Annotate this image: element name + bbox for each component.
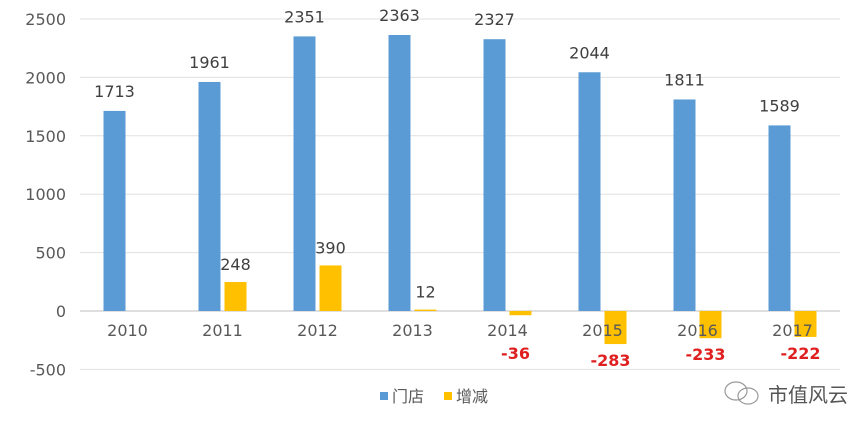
y-tick-label: 500 xyxy=(35,244,66,263)
bar-change xyxy=(604,311,627,345)
data-label-stores: 2363 xyxy=(379,6,420,25)
bar-stores xyxy=(768,125,791,311)
bar-stores xyxy=(483,39,506,312)
data-label-stores: 1713 xyxy=(94,82,135,101)
bar-stores xyxy=(198,81,221,311)
y-tick-label: 2500 xyxy=(25,10,66,29)
bar-stores xyxy=(578,72,601,311)
data-label-stores: 2327 xyxy=(474,10,515,29)
data-label-stores: 1589 xyxy=(759,96,800,115)
x-tick-label: 2012 xyxy=(297,321,338,340)
data-label-stores: 1961 xyxy=(189,53,230,72)
wechat-bubble-icon xyxy=(724,381,759,405)
legend-swatch xyxy=(380,392,388,400)
bar-stores xyxy=(293,36,316,311)
x-tick-label: 2016 xyxy=(677,321,718,340)
bar-stores xyxy=(103,110,126,311)
y-tick-label: 2000 xyxy=(25,68,66,87)
bar-change xyxy=(319,265,342,311)
legend-label: 增减 xyxy=(456,387,488,406)
bar-change xyxy=(509,311,532,316)
data-label-change: 390 xyxy=(315,238,346,257)
x-tick-label: 2013 xyxy=(392,321,433,340)
data-label-change: -222 xyxy=(780,344,820,363)
bar-change xyxy=(794,311,817,337)
legend-label: 门店 xyxy=(392,387,424,406)
data-label-stores: 2044 xyxy=(569,43,610,62)
data-label-change: -283 xyxy=(590,351,630,370)
y-tick-label: 0 xyxy=(56,302,66,321)
bar-change xyxy=(414,309,437,311)
watermark: 市值风云 xyxy=(722,378,848,408)
x-tick-label: 2011 xyxy=(202,321,243,340)
data-label-change: -36 xyxy=(501,344,530,363)
legend-swatch xyxy=(444,392,452,400)
x-tick-label: 2017 xyxy=(772,321,813,340)
y-tick-label: -500 xyxy=(30,360,66,379)
bar-stores xyxy=(388,35,411,312)
bar-stores xyxy=(673,99,696,312)
y-tick-label: 1000 xyxy=(25,185,66,204)
data-label-change: 248 xyxy=(220,255,251,274)
data-label-stores: 2351 xyxy=(284,7,325,26)
data-label-change: -233 xyxy=(685,345,725,364)
x-tick-label: 2015 xyxy=(582,321,623,340)
x-tick-label: 2014 xyxy=(487,321,528,340)
data-label-stores: 1811 xyxy=(664,70,705,89)
bar-change xyxy=(699,311,722,339)
y-tick-label: 1500 xyxy=(25,127,66,146)
bar-change xyxy=(224,282,247,311)
watermark-text: 市值风云 xyxy=(768,382,848,407)
data-label-change: 12 xyxy=(415,283,435,302)
x-tick-label: 2010 xyxy=(107,321,148,340)
